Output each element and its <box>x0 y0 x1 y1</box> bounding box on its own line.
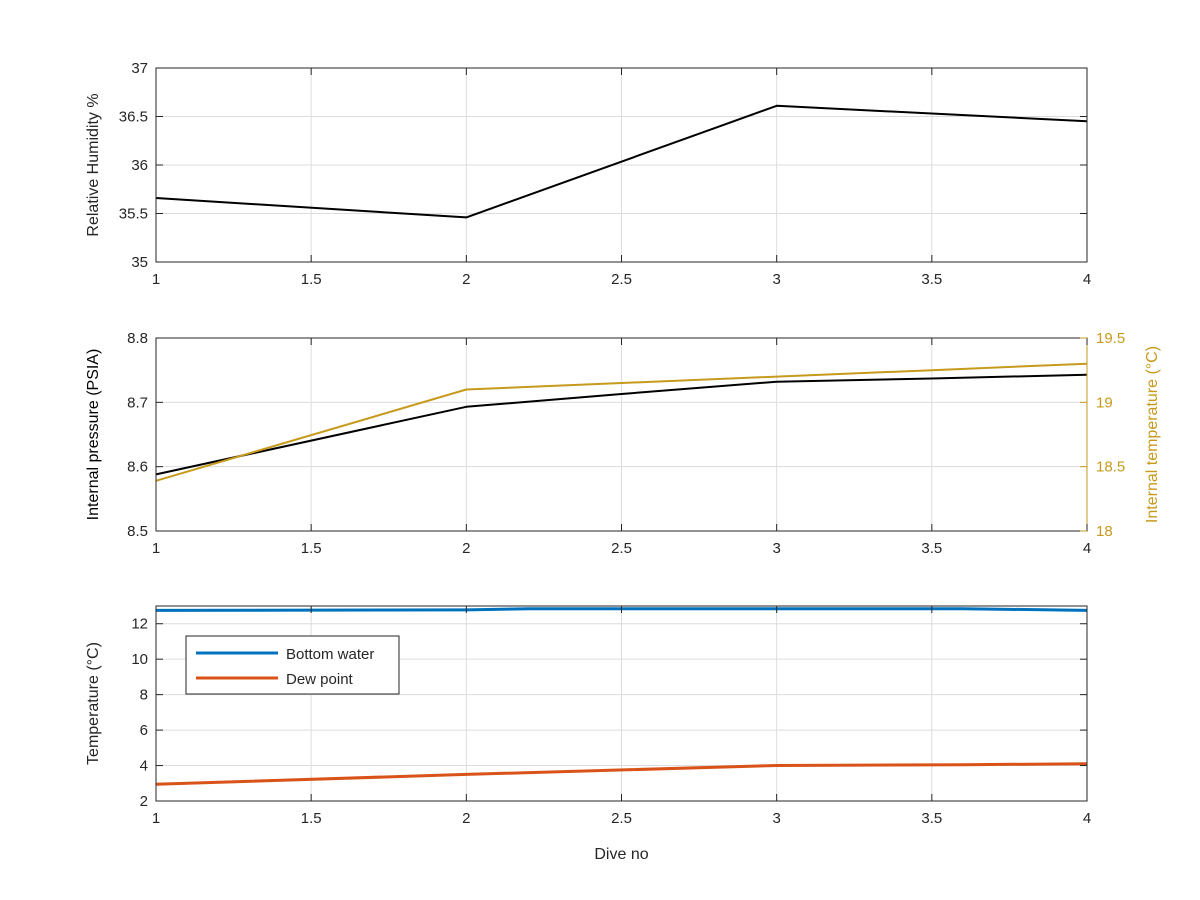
y-tick-label: 12 <box>131 616 148 633</box>
legend-label-1: Bottom water <box>286 646 374 663</box>
right-y-axis-label: Internal temperature (°C) <box>1144 346 1161 523</box>
x-tick-label: 3.5 <box>921 271 942 288</box>
x-axis-label: Dive no <box>594 846 648 863</box>
x-tick-label: 2.5 <box>611 540 632 557</box>
x-tick-label: 2.5 <box>611 271 632 288</box>
right-y-tick-label: 19 <box>1096 394 1113 411</box>
y-tick-label: 6 <box>140 722 148 739</box>
subplot-1: 1 1.5 2 2.5 3 3.5 4 35 35.5 36 36.5 37 Relative Humi… <box>85 60 1091 288</box>
y-tick-label: 37 <box>131 60 148 77</box>
x-tick-label: 4 <box>1083 540 1091 557</box>
x-tick-label: 1.5 <box>301 540 322 557</box>
x-tick-label: 2 <box>462 810 470 827</box>
y-tick-label: 2 <box>140 793 148 810</box>
x-tick-label: 3 <box>772 271 780 288</box>
y-tick-label: 35.5 <box>119 206 148 223</box>
x-tick-label: 3.5 <box>921 810 942 827</box>
y-tick-label: 8 <box>140 687 148 704</box>
legend: Bottom water Dew point <box>185 635 400 695</box>
y-tick-label: 35 <box>131 254 148 271</box>
x-tick-label: 1 <box>152 271 160 288</box>
x-tick-label: 1 <box>152 810 160 827</box>
y-axis-label: Relative Humidity % <box>85 93 102 236</box>
x-tick-label: 2 <box>462 540 470 557</box>
x-tick-label: 4 <box>1083 810 1091 827</box>
subplot-3: 1 1.5 2 2.5 3 3.5 4 2 4 6 8 10 12 Temperature (°C) Div… <box>85 605 1091 863</box>
series-line-1 <box>155 104 1088 219</box>
y-tick-label: 36 <box>131 157 148 174</box>
right-y-tick-label: 19.5 <box>1096 330 1125 347</box>
y-tick-label: 8.5 <box>127 523 148 540</box>
x-tick-label: 1.5 <box>301 271 322 288</box>
y-axis-label: Internal pressure (PSIA) <box>85 349 102 521</box>
y-axis-label: Temperature (°C) <box>85 642 102 765</box>
series-line-2 <box>155 362 1088 482</box>
x-tick-label: 2.5 <box>611 810 632 827</box>
legend-box <box>185 635 400 695</box>
x-tick-label: 3 <box>772 810 780 827</box>
y-tick-label: 10 <box>131 651 148 668</box>
x-tick-label: 3 <box>772 540 780 557</box>
series-line-1 <box>155 607 1088 612</box>
x-tick-label: 1.5 <box>301 810 322 827</box>
y-tick-label: 8.7 <box>127 394 148 411</box>
x-tick-label: 2 <box>462 271 470 288</box>
x-tick-label: 4 <box>1083 271 1091 288</box>
series-line-1 <box>155 373 1088 476</box>
right-y-tick-label: 18 <box>1096 523 1113 540</box>
subplot-2: 1 1.5 2 2.5 3 3.5 4 8.5 8.6 8.7 8.8 18 18.5 19 19.5 Int… <box>85 330 1161 557</box>
y-tick-label: 4 <box>140 758 148 775</box>
y-tick-label: 36.5 <box>119 109 148 126</box>
x-tick-label: 1 <box>152 540 160 557</box>
x-tick-label: 3.5 <box>921 540 942 557</box>
legend-label-2: Dew point <box>286 671 354 688</box>
y-tick-label: 8.8 <box>127 330 148 347</box>
right-y-tick-label: 18.5 <box>1096 459 1125 476</box>
y-tick-label: 8.6 <box>127 459 148 476</box>
